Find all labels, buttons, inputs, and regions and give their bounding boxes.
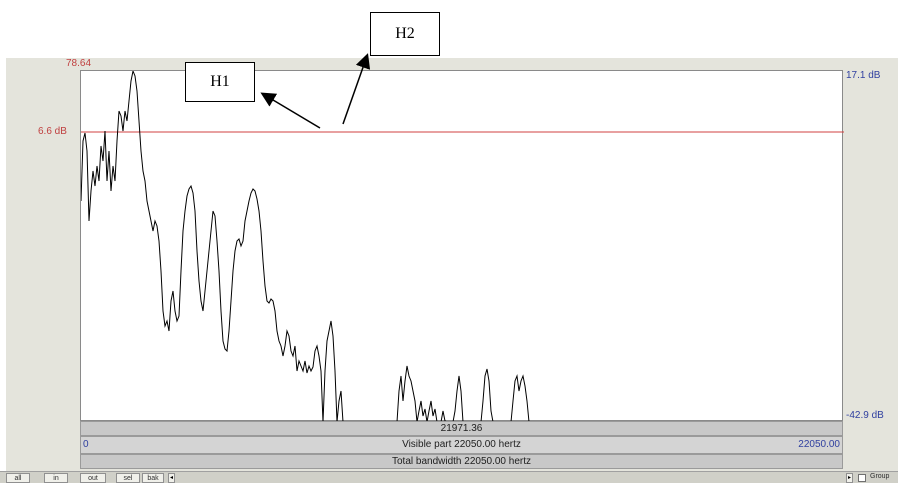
callout-h1: H1 — [185, 62, 255, 102]
right-axis-top-label: 17.1 dB — [846, 70, 881, 81]
left-axis-top-label: 78.64 — [66, 58, 92, 69]
spectrum-plot[interactable] — [80, 70, 844, 422]
left-axis-line-label: 6.6 dB — [38, 126, 67, 137]
visible-start: 0 — [83, 439, 89, 450]
cursor-frequency: 21971.36 — [440, 423, 483, 434]
callout-h2: H2 — [370, 12, 440, 56]
bottom-toolbar: all in out sel bak ◂ ▸ Group — [0, 471, 898, 483]
spectrum-curve — [81, 71, 344, 422]
cursor-frequency-bar[interactable]: 21971.36 — [80, 421, 843, 436]
spectrum-curve-tail — [396, 365, 533, 422]
visible-end: 22050.00 — [798, 439, 840, 450]
group-checkbox[interactable] — [858, 474, 866, 482]
arrow-to-h2 — [342, 53, 371, 125]
total-bandwidth-bar[interactable]: Total bandwidth 22050.00 hertz — [80, 454, 843, 469]
visible-part-label: Visible part 22050.00 hertz — [402, 439, 521, 450]
arrow-to-h1 — [260, 92, 321, 129]
visible-part-bar[interactable]: 0 Visible part 22050.00 hertz 22050.00 — [80, 436, 843, 454]
total-bandwidth-label: Total bandwidth 22050.00 hertz — [392, 456, 531, 467]
right-axis-bottom-label: -42.9 dB — [846, 410, 884, 421]
group-label: Group — [870, 473, 890, 480]
